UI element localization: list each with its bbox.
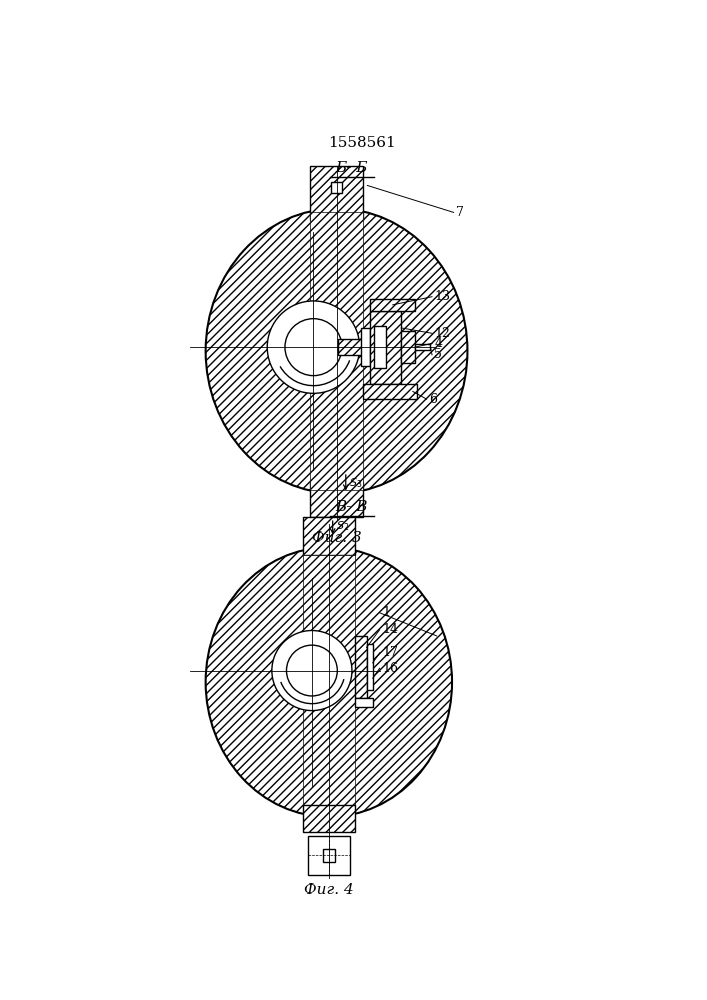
Text: В- В: В- В (336, 500, 368, 514)
Bar (308, 836, 350, 875)
Text: 17: 17 (382, 646, 398, 659)
Text: 1558561: 1558561 (328, 136, 396, 150)
Ellipse shape (206, 547, 452, 817)
Circle shape (285, 319, 342, 376)
Text: $S_3$: $S_3$ (349, 476, 362, 490)
Text: 13: 13 (434, 290, 450, 303)
Bar (355, 636, 366, 698)
Text: Фиг. 3: Фиг. 3 (312, 531, 361, 545)
Bar (338, 339, 365, 355)
Text: Б- Б: Б- Б (336, 161, 368, 175)
Circle shape (267, 301, 360, 393)
Bar (370, 311, 402, 384)
Bar (366, 644, 373, 690)
Circle shape (272, 631, 352, 711)
Bar (363, 384, 416, 399)
Ellipse shape (206, 209, 467, 493)
Bar (355, 698, 373, 707)
Text: $S_2$: $S_2$ (336, 519, 349, 533)
Bar (370, 299, 415, 311)
Bar (310, 212, 363, 490)
Bar (415, 344, 431, 350)
Circle shape (286, 645, 337, 696)
Text: 5: 5 (434, 348, 442, 361)
Bar (361, 328, 370, 366)
Bar (373, 326, 386, 368)
Bar (310, 166, 363, 220)
Bar (322, 849, 335, 862)
Bar (331, 182, 342, 193)
Text: 1: 1 (382, 606, 390, 619)
Bar (303, 805, 355, 832)
Text: 16: 16 (382, 662, 398, 675)
Text: 12: 12 (434, 327, 450, 340)
Bar (402, 331, 415, 363)
Bar (310, 482, 363, 517)
Text: 4: 4 (434, 337, 443, 350)
Text: 6: 6 (429, 393, 437, 406)
Bar (303, 517, 355, 555)
Text: 14: 14 (382, 623, 398, 636)
Text: 7: 7 (456, 206, 464, 219)
Text: Фиг. 4: Фиг. 4 (304, 883, 354, 897)
Bar (303, 555, 355, 813)
